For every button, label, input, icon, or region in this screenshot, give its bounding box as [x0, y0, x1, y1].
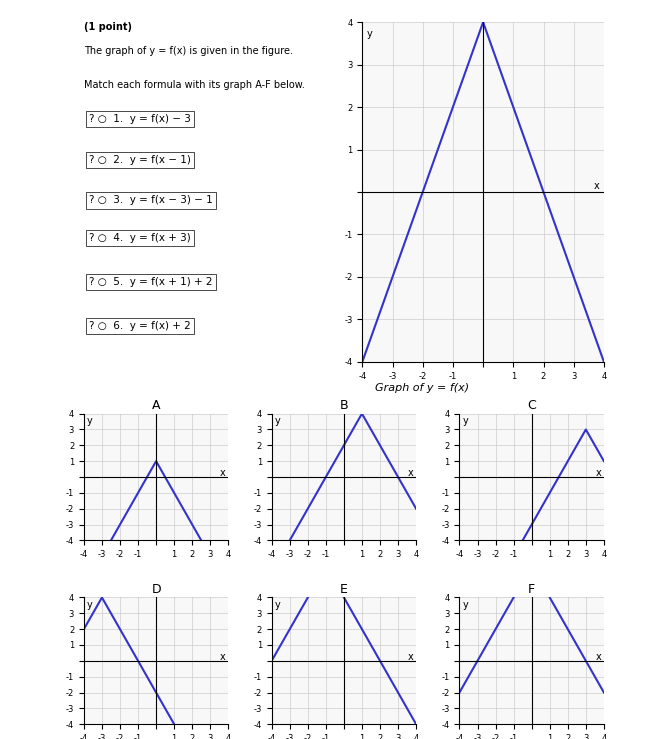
Text: ? ○  4.  y = f(x + 3): ? ○ 4. y = f(x + 3): [89, 233, 191, 243]
Text: Match each formula with its graph A-F below.: Match each formula with its graph A-F be…: [84, 80, 305, 90]
Text: y: y: [87, 416, 93, 426]
Text: y: y: [87, 600, 93, 610]
Text: ? ○  3.  y = f(x − 3) − 1: ? ○ 3. y = f(x − 3) − 1: [89, 195, 213, 205]
Text: y: y: [462, 600, 468, 610]
Text: (1 point): (1 point): [84, 22, 132, 33]
Text: ? ○  5.  y = f(x + 1) + 2: ? ○ 5. y = f(x + 1) + 2: [89, 277, 213, 287]
Text: y: y: [367, 29, 373, 39]
Text: ? ○  1.  y = f(x) − 3: ? ○ 1. y = f(x) − 3: [89, 114, 191, 124]
Text: x: x: [593, 180, 599, 191]
Text: y: y: [274, 416, 280, 426]
Text: y: y: [462, 416, 468, 426]
Title: B: B: [340, 400, 348, 412]
Text: x: x: [595, 468, 601, 477]
Title: D: D: [151, 583, 161, 596]
Text: x: x: [595, 652, 601, 661]
Text: x: x: [407, 468, 413, 477]
Text: ? ○  2.  y = f(x − 1): ? ○ 2. y = f(x − 1): [89, 154, 191, 165]
Title: F: F: [528, 583, 535, 596]
Text: x: x: [219, 652, 225, 661]
Text: x: x: [407, 652, 413, 661]
Text: y: y: [274, 600, 280, 610]
Text: The graph of y = f(x) is given in the figure.: The graph of y = f(x) is given in the fi…: [84, 46, 293, 56]
Title: C: C: [527, 400, 536, 412]
Title: A: A: [152, 400, 160, 412]
Text: Graph of y = f(x): Graph of y = f(x): [375, 383, 469, 392]
Text: x: x: [219, 468, 225, 477]
Title: E: E: [340, 583, 348, 596]
Text: ? ○  6.  y = f(x) + 2: ? ○ 6. y = f(x) + 2: [89, 321, 191, 331]
